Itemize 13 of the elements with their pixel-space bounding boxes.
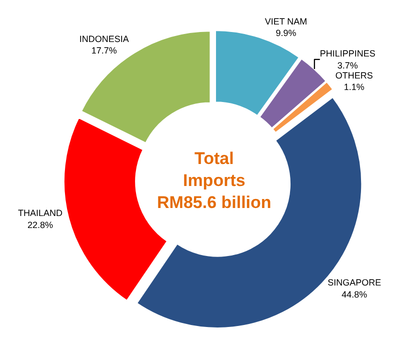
slice-label: OTHERS (335, 70, 373, 80)
slice-label: VIET NAM (264, 16, 308, 27)
data-label: 17.7% (91, 46, 117, 56)
text: Total Imports RM85.6 billion (157, 149, 272, 212)
data-label: 1.1% (344, 82, 364, 92)
slice-label: INDONESIA (79, 34, 129, 44)
slice-label: PHILIPPINES (320, 48, 376, 59)
slice-label: SINGAPORE (328, 278, 382, 288)
data-label: 9.9% (276, 28, 296, 38)
data-label: 44.8% (342, 289, 368, 300)
data-label: 3.7% (337, 60, 358, 70)
data-label: 22.8% (28, 220, 54, 230)
slice-label: THAILAND (18, 208, 64, 218)
